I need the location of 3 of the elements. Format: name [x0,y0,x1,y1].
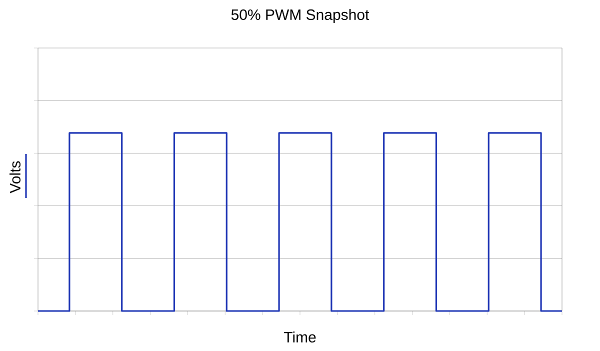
x-axis-title: Time [284,331,316,343]
text: Volts [9,161,20,194]
chart-title: 50% PWM Snapshot [231,9,370,23]
